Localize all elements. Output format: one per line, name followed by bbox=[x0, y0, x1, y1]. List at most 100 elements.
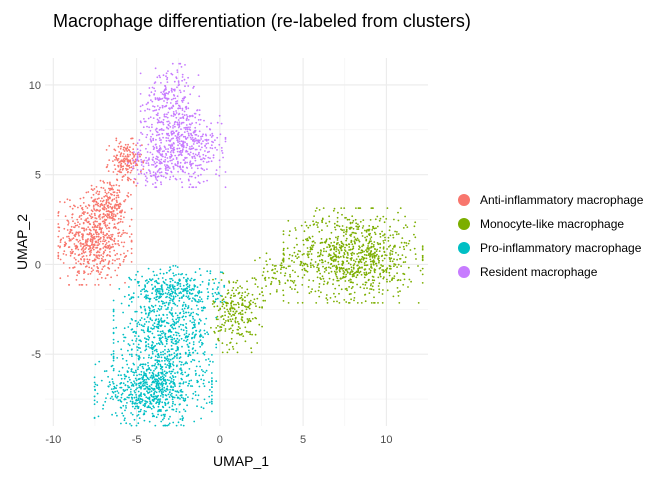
data-point bbox=[199, 284, 202, 286]
data-point bbox=[87, 262, 90, 264]
data-point bbox=[328, 215, 330, 218]
data-point bbox=[150, 407, 153, 410]
data-point bbox=[234, 321, 237, 324]
data-point bbox=[175, 158, 178, 160]
data-point bbox=[103, 203, 106, 206]
data-point bbox=[130, 247, 133, 250]
data-point bbox=[142, 380, 145, 383]
data-point bbox=[338, 225, 341, 228]
data-point bbox=[333, 241, 336, 244]
data-point bbox=[68, 239, 71, 242]
data-point bbox=[140, 158, 143, 161]
data-point bbox=[379, 236, 382, 238]
data-point bbox=[162, 332, 165, 334]
data-point bbox=[211, 147, 214, 150]
data-point bbox=[159, 106, 161, 109]
data-point bbox=[105, 208, 108, 210]
data-point bbox=[289, 286, 292, 289]
data-point bbox=[372, 244, 375, 246]
data-point bbox=[187, 306, 190, 309]
data-point bbox=[168, 178, 171, 181]
data-point bbox=[369, 271, 372, 274]
data-point bbox=[187, 305, 190, 307]
data-point bbox=[140, 169, 143, 172]
data-point bbox=[168, 167, 171, 170]
data-point bbox=[178, 104, 180, 107]
data-point bbox=[155, 374, 158, 377]
data-point bbox=[343, 207, 346, 210]
data-point bbox=[307, 256, 310, 259]
data-point bbox=[169, 297, 172, 300]
data-point bbox=[367, 245, 369, 247]
data-point bbox=[379, 243, 382, 246]
data-point bbox=[356, 225, 358, 228]
data-point bbox=[293, 261, 295, 263]
data-point bbox=[145, 179, 147, 182]
data-point bbox=[389, 244, 392, 247]
data-point bbox=[131, 328, 134, 331]
data-point bbox=[138, 357, 141, 359]
data-point bbox=[104, 194, 107, 197]
data-point bbox=[113, 148, 116, 151]
data-point bbox=[94, 363, 97, 366]
data-point bbox=[190, 133, 193, 136]
data-point bbox=[103, 206, 106, 209]
data-point bbox=[171, 318, 174, 321]
data-point bbox=[200, 378, 203, 381]
data-point bbox=[352, 227, 355, 230]
data-point bbox=[211, 377, 213, 379]
data-point bbox=[308, 253, 310, 256]
data-point bbox=[160, 181, 162, 184]
data-point bbox=[141, 144, 143, 147]
data-point bbox=[151, 283, 153, 286]
data-point bbox=[231, 318, 234, 320]
data-point bbox=[128, 376, 130, 379]
data-point bbox=[142, 385, 145, 387]
data-point bbox=[320, 238, 323, 240]
data-point bbox=[120, 400, 123, 403]
data-point bbox=[268, 277, 270, 279]
data-point bbox=[112, 188, 114, 191]
data-point bbox=[92, 193, 95, 196]
data-point bbox=[186, 343, 189, 346]
data-point bbox=[163, 386, 166, 389]
data-point bbox=[336, 271, 338, 273]
data-point bbox=[102, 404, 105, 407]
data-point bbox=[237, 326, 240, 328]
data-point bbox=[338, 252, 341, 255]
data-point bbox=[117, 217, 120, 220]
data-point bbox=[58, 230, 60, 233]
data-point bbox=[336, 224, 339, 227]
data-point bbox=[178, 385, 181, 388]
data-point bbox=[131, 394, 134, 396]
data-point bbox=[221, 299, 224, 302]
data-point bbox=[170, 288, 173, 290]
data-point bbox=[152, 164, 155, 166]
data-point bbox=[229, 313, 231, 316]
data-point bbox=[141, 399, 144, 402]
data-point bbox=[177, 273, 180, 275]
data-point bbox=[342, 275, 345, 278]
data-point bbox=[95, 192, 98, 194]
data-point bbox=[317, 255, 319, 258]
x-tick-label: 5 bbox=[300, 434, 306, 446]
data-point bbox=[79, 242, 82, 245]
data-point bbox=[342, 243, 345, 246]
data-point bbox=[283, 266, 285, 269]
data-point bbox=[97, 204, 100, 207]
data-point bbox=[154, 162, 157, 165]
data-point bbox=[113, 249, 116, 252]
data-point bbox=[172, 342, 175, 345]
data-point bbox=[155, 366, 158, 368]
data-point bbox=[135, 398, 138, 401]
data-point bbox=[221, 342, 224, 345]
data-point bbox=[235, 310, 238, 313]
data-point bbox=[182, 99, 185, 101]
legend-item-anti-inflammatory: Anti-inflammatory macrophage bbox=[452, 188, 643, 212]
data-point bbox=[158, 410, 161, 412]
data-point bbox=[372, 227, 375, 230]
data-point bbox=[124, 163, 127, 165]
data-point bbox=[246, 330, 248, 333]
data-point bbox=[161, 336, 164, 339]
data-point bbox=[200, 138, 203, 140]
